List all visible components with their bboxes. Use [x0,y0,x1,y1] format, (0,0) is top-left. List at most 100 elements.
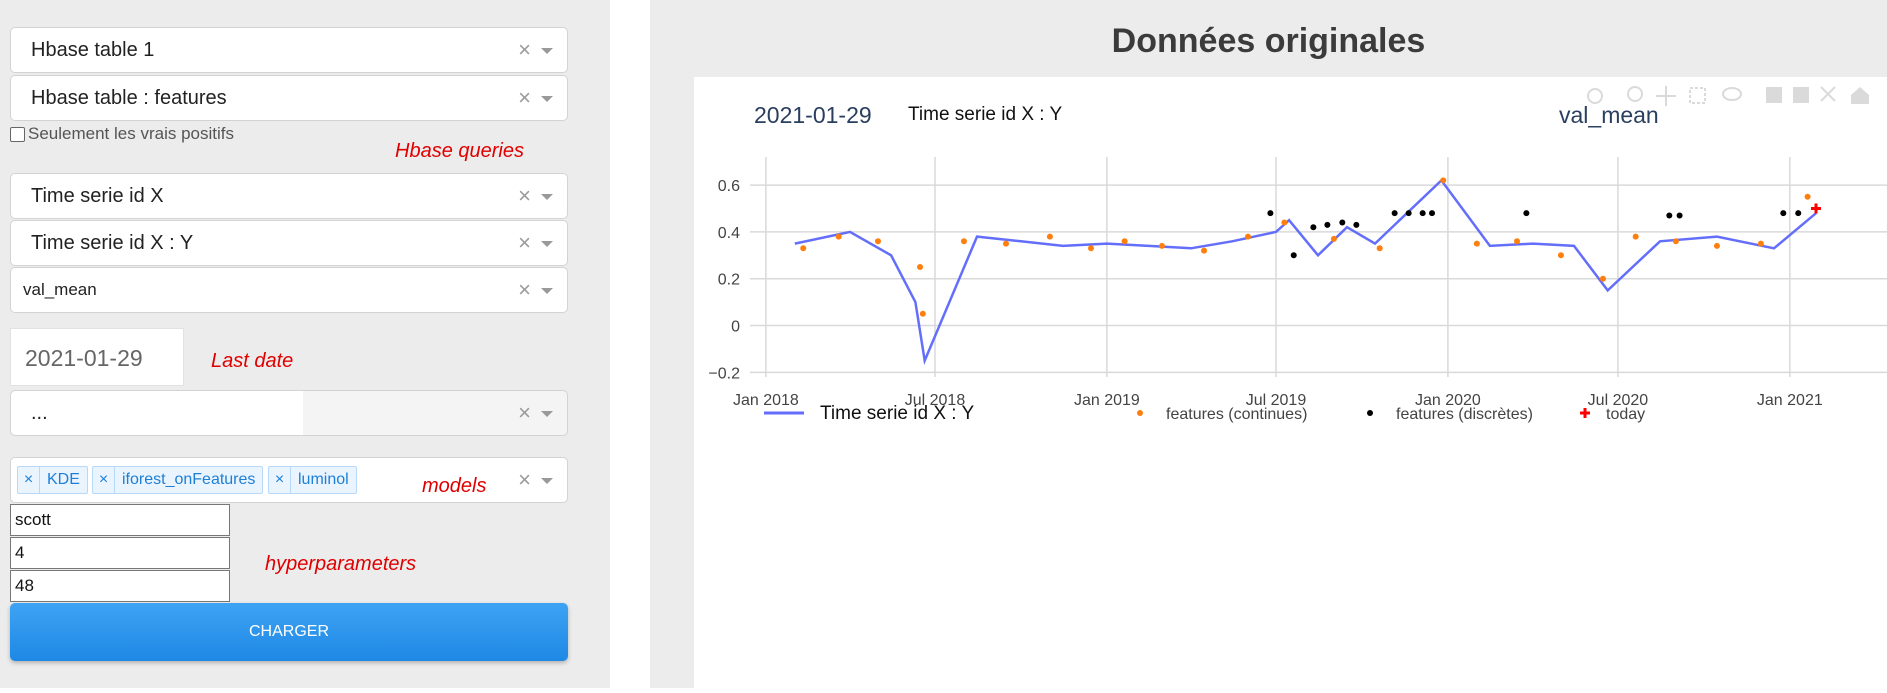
data-point [1121,238,1128,245]
hyperparameter-input[interactable]: scott [10,504,230,536]
chevron-down-icon[interactable] [541,96,553,102]
data-point [1290,252,1297,259]
true-positives-label: Seulement les vrais positifs [28,124,234,143]
hyperparameter-input[interactable]: 4 [10,537,230,569]
x-tick-label: Jan 2020 [1415,392,1481,409]
x-tick-label: Jan 2018 [733,392,799,409]
legend-label: Time serie id X : Y [820,403,974,424]
series-line [794,178,1817,366]
y-tick-label: 0 [731,319,740,336]
camera-icon[interactable] [1587,88,1603,104]
data-point [1281,219,1288,226]
data-point [1046,233,1053,240]
data-point [960,238,967,245]
true-positives-option[interactable]: Seulement les vrais positifs [10,124,234,144]
data-point [1429,210,1436,217]
data-point [1353,221,1360,228]
extra-select-field [11,391,303,435]
chevron-down-icon[interactable] [541,194,553,200]
y-tick-label: 0.4 [718,225,740,242]
x-tick-label: Jul 2020 [1588,392,1649,409]
chart-card: 2021-01-29 Time serie id X : Y val_mean … [694,77,1887,688]
model-tag[interactable]: × KDE [17,466,88,494]
data-point [1632,233,1639,240]
y-tick-label: 0.2 [718,272,740,289]
data-point [919,310,926,317]
data-point [1676,212,1683,219]
time-serie-id-select[interactable]: Time serie id X × [10,173,568,219]
clear-icon[interactable]: × [518,277,531,302]
model-tag[interactable]: × iforest_onFeatures [92,466,264,494]
extra-select[interactable]: ... × [10,390,568,436]
variable-select[interactable]: val_mean × [10,267,568,313]
hbase-queries-annotation: Hbase queries [395,140,524,162]
chart-svg: 2021-01-29 Time serie id X : Y val_mean … [708,86,1887,424]
load-button[interactable]: CHARGER [10,603,568,661]
remove-tag-icon[interactable]: × [18,467,40,493]
pan-icon[interactable] [1656,86,1676,106]
chevron-down-icon[interactable] [541,48,553,54]
box-select-icon[interactable] [1689,87,1706,104]
data-point [1330,235,1337,242]
hbase-features-value: Hbase table : features [31,87,227,109]
y-tick-label: −0.2 [708,365,740,382]
clear-icon[interactable]: × [518,230,531,255]
x-tick-label: Jan 2021 [1757,392,1823,409]
chevron-down-icon[interactable] [541,288,553,294]
zoom-icon[interactable] [1627,86,1643,102]
extra-select-value: ... [31,402,48,424]
legend-label: today [1606,406,1645,423]
data-point [1201,247,1208,254]
data-point [1557,252,1564,259]
data-point [1713,242,1720,249]
data-point [874,238,881,245]
last-date-input[interactable]: 2021-01-29 [10,328,184,386]
clear-icon[interactable]: × [518,183,531,208]
data-point [1376,245,1383,252]
clear-icon[interactable]: × [518,400,531,425]
data-point [835,233,842,240]
data-point [1088,245,1095,252]
chevron-down-icon[interactable] [541,478,553,484]
hyperparameter-input[interactable]: 48 [10,570,230,602]
model-tag[interactable]: × luminol [268,466,357,494]
chart-date-label: 2021-01-29 [754,102,872,128]
model-tag-label: luminol [298,471,349,488]
data-point [917,264,924,270]
zoom-in-icon[interactable] [1766,87,1782,103]
autoscale-icon[interactable] [1820,86,1836,102]
remove-tag-icon[interactable]: × [269,467,291,493]
clear-icon[interactable]: × [518,37,531,62]
legend-swatch [1367,410,1373,416]
data-point [1159,242,1166,249]
clear-icon[interactable]: × [518,467,531,492]
data-point [1795,210,1802,217]
true-positives-checkbox[interactable] [10,126,25,142]
remove-tag-icon[interactable]: × [93,467,115,493]
clear-icon[interactable]: × [518,85,531,110]
data-point [1757,240,1764,247]
time-serie-select[interactable]: Time serie id X : Y × [10,220,568,266]
data-point [1804,193,1811,200]
data-point [800,245,807,252]
hbase-features-select[interactable]: Hbase table : features × [10,75,568,121]
time-serie-value: Time serie id X : Y [31,232,194,254]
hyperparameters-annotation: hyperparameters [265,553,417,575]
legend-label: features (discrètes) [1396,406,1533,423]
chevron-down-icon[interactable] [541,241,553,247]
data-point [1599,275,1606,282]
data-point [1672,238,1679,245]
legend-swatch [1137,410,1143,416]
data-point [1339,219,1346,226]
lasso-icon[interactable] [1722,87,1742,101]
chevron-down-icon[interactable] [541,411,553,417]
panel-divider [610,0,650,688]
home-icon[interactable] [1851,87,1869,104]
hbase-table-select[interactable]: Hbase table 1 × [10,27,568,73]
data-point [1780,210,1787,217]
zoom-out-icon[interactable] [1793,87,1809,103]
data-point [1666,212,1673,219]
models-multiselect[interactable]: × KDE × iforest_onFeatures × luminol × [10,457,568,503]
last-date-annotation: Last date [211,350,294,372]
data-point [1419,210,1426,217]
